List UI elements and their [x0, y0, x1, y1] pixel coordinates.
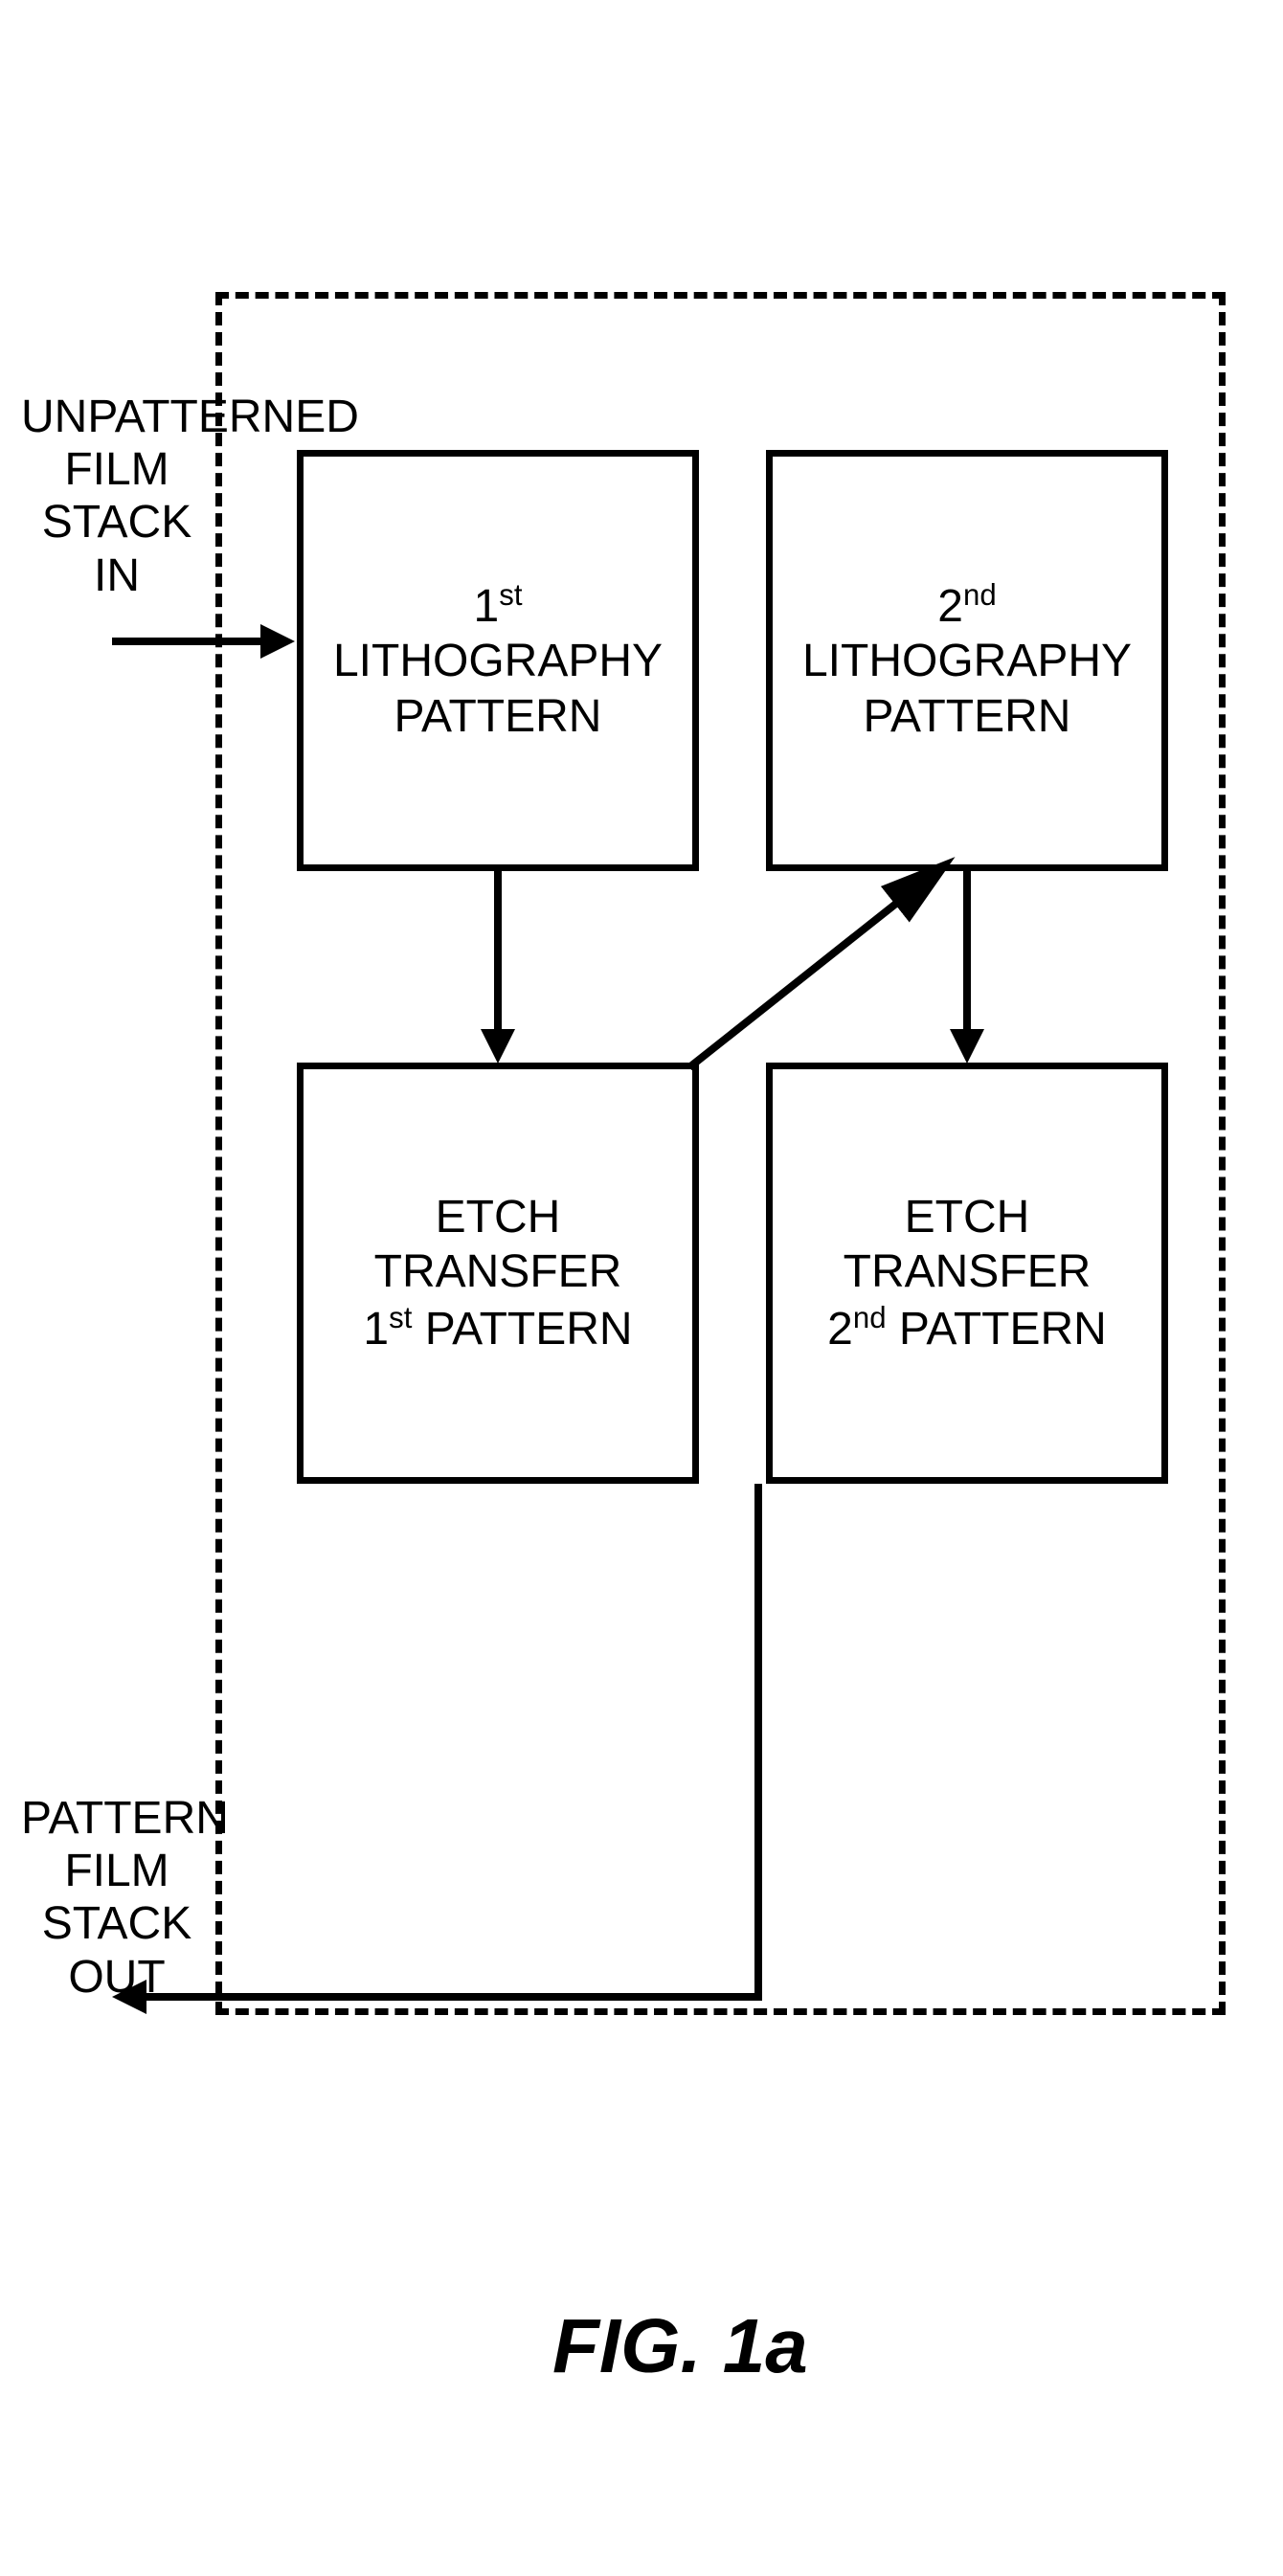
text-part: LITHOGRAPHY [333, 636, 663, 686]
text-part: 2 [827, 1304, 853, 1355]
output-label-line1: PATTERN FILM [21, 1793, 229, 1896]
box-litho-1-text: 1st LITHOGRAPHY PATTERN [324, 568, 672, 754]
text-part: ETCH [905, 1192, 1030, 1243]
text-part: 1 [363, 1304, 389, 1355]
text-part: TRANSFER [844, 1246, 1092, 1297]
text-part: LITHOGRAPHY [802, 636, 1132, 686]
arrow-1-line [494, 871, 502, 1034]
text-part: PATTERN [412, 1304, 632, 1355]
arrow-output-vseg [754, 1484, 762, 2001]
figure-label-text: FIG. 1a [552, 2303, 808, 2388]
box-etch-2: ETCH TRANSFER 2nd PATTERN [766, 1063, 1168, 1484]
text-part: PATTERN [887, 1304, 1107, 1355]
figure-label: FIG. 1a [552, 2302, 808, 2390]
arrow-diag [670, 842, 977, 1091]
box-litho-1: 1st LITHOGRAPHY PATTERN [297, 450, 699, 871]
text-part: PATTERN [864, 691, 1071, 742]
arrow-output-line [146, 1993, 758, 2001]
input-label-line1: UNPATTERNED [21, 392, 359, 442]
input-label-line2: FILM STACK IN [42, 444, 191, 600]
box-etch-2-text: ETCH TRANSFER 2nd PATTERN [818, 1180, 1116, 1367]
text-part: 2 [937, 581, 963, 632]
text-part: TRANSFER [374, 1246, 622, 1297]
output-label: PATTERN FILM STACK OUT [21, 1792, 213, 2004]
arrow-output-head [112, 1980, 146, 2014]
text-sup: st [499, 578, 522, 612]
text-part: ETCH [436, 1192, 561, 1243]
text-sup: nd [963, 578, 997, 612]
page: UNPATTERNED FILM STACK IN PATTERN FILM S… [0, 0, 1283, 2576]
arrow-1-head [481, 1029, 515, 1064]
box-litho-2: 2nd LITHOGRAPHY PATTERN [766, 450, 1168, 871]
text-part: PATTERN [394, 691, 602, 742]
text-part: 1 [474, 581, 500, 632]
text-sup: st [389, 1301, 412, 1334]
input-label: UNPATTERNED FILM STACK IN [21, 391, 213, 602]
text-sup: nd [853, 1301, 887, 1334]
arrow-input-head [260, 624, 295, 659]
box-etch-1: ETCH TRANSFER 1st PATTERN [297, 1063, 699, 1484]
box-litho-2-text: 2nd LITHOGRAPHY PATTERN [793, 568, 1141, 754]
box-etch-1-text: ETCH TRANSFER 1st PATTERN [353, 1180, 642, 1367]
arrow-input-line [112, 638, 265, 645]
